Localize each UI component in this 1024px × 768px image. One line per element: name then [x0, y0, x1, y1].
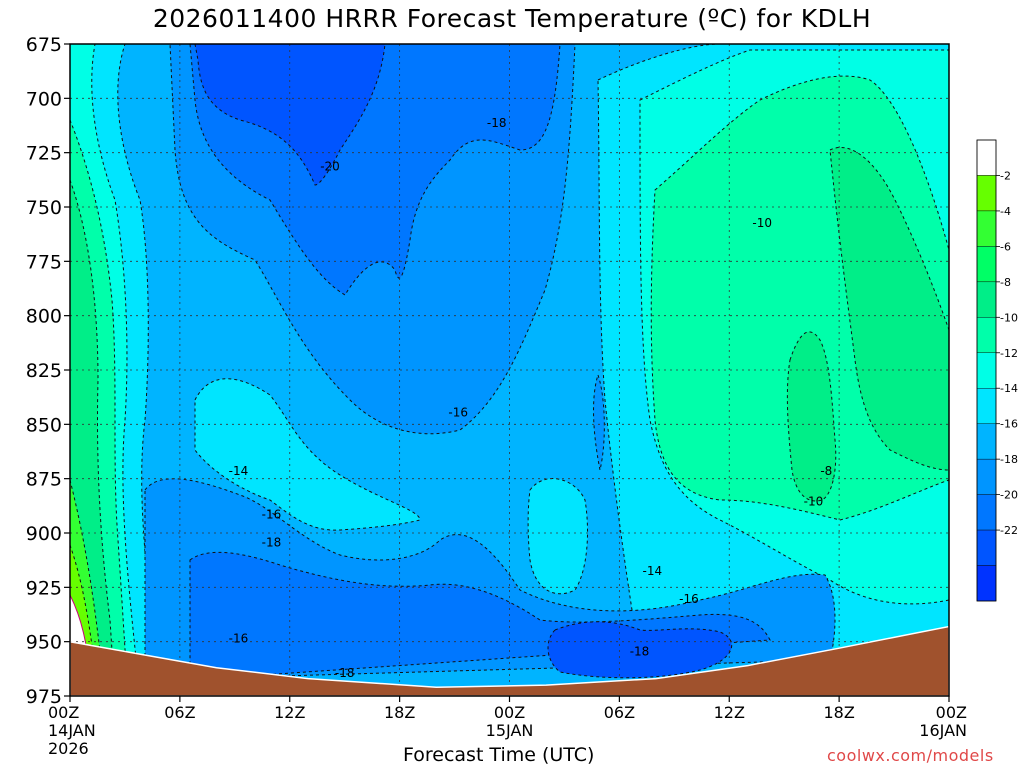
x-tick-label: 00Z — [494, 703, 525, 722]
contour-label: -10 — [804, 494, 824, 508]
x-tick-date: 15JAN — [486, 721, 534, 740]
colorbar-label: -16 — [1000, 418, 1018, 431]
y-tick-label: 725 — [26, 143, 62, 165]
band-warm-mid-14 — [194, 378, 421, 531]
colorbar-cell — [976, 458, 997, 495]
credit-text: coolwx.com/models — [827, 746, 994, 765]
colorbar-cell — [976, 281, 997, 318]
colorbar-label: -2 — [1000, 169, 1011, 182]
contour-labels: -20 -18 -10 -16 -14 -16 -18 -14 -16 -16 -18 -18 -8 -1… — [229, 116, 833, 680]
contour-label: -18 — [630, 644, 650, 658]
contour-label: -20 — [320, 160, 340, 174]
band-warm-mid-14b — [527, 478, 589, 595]
y-tick-label: 750 — [26, 197, 62, 219]
colorbar: -2 -4 -6 -8 -10 -12 -14 -16 -18 -20 -22 — [976, 139, 1018, 602]
x-tick-label: 12Z — [274, 703, 305, 722]
y-tick-label: 825 — [26, 360, 62, 382]
colorbar-frame — [976, 139, 997, 602]
contour-label: -10 — [752, 216, 772, 230]
colorbar-cell — [976, 139, 997, 176]
y-tick-label: 700 — [26, 88, 62, 110]
y-tick-label: 800 — [26, 306, 62, 328]
x-axis-label: Forecast Time (UTC) — [403, 744, 595, 766]
colorbar-label: -12 — [1000, 347, 1018, 360]
colorbar-cell — [976, 388, 997, 424]
colorbar-cell — [976, 494, 997, 531]
colorbar-cell — [976, 210, 997, 247]
colorbar-cell — [976, 317, 997, 353]
colorbar-cell — [976, 175, 997, 212]
contour-label: -14 — [229, 464, 249, 478]
x-tick-label: 12Z — [714, 703, 745, 722]
colorbar-cell — [976, 352, 997, 389]
band-cold-low-20 — [547, 621, 732, 679]
colorbar-label: -22 — [1000, 524, 1018, 537]
contour-label: -18 — [335, 666, 355, 680]
band-cold-streak — [593, 373, 605, 471]
colorbar-label: -20 — [1000, 489, 1018, 502]
x-tick-label: 00Z — [936, 703, 967, 722]
chart-title: 2026011400 HRRR Forecast Temperature (ºC… — [152, 4, 872, 33]
x-tick-label: 00Z — [48, 703, 79, 722]
y-axis: 675 700 725 750 775 800 825 850 875 900 925 950 975 — [26, 34, 70, 708]
colorbar-cell — [976, 529, 997, 566]
colorbar-label: -4 — [1000, 205, 1011, 218]
y-tick-label: 950 — [26, 632, 62, 654]
y-tick-label: 875 — [26, 469, 62, 491]
contour-label: -16 — [229, 631, 249, 645]
contour-label: -8 — [820, 464, 832, 478]
colorbar-label: -18 — [1000, 453, 1018, 466]
colorbar-label: -8 — [1000, 276, 1011, 289]
y-tick-label: 675 — [26, 34, 62, 56]
contour-label: -16 — [679, 592, 699, 606]
colorbar-label: -6 — [1000, 240, 1011, 253]
colorbar-label: -14 — [1000, 382, 1018, 395]
y-tick-label: 975 — [26, 686, 62, 708]
contour-label: -18 — [262, 536, 282, 550]
contour-label: -14 — [643, 564, 663, 578]
x-tick-year: 2026 — [48, 739, 89, 758]
y-tick-label: 850 — [26, 414, 62, 436]
x-tick-label: 18Z — [823, 703, 854, 722]
y-tick-label: 775 — [26, 251, 62, 273]
x-tick-date: 14JAN — [48, 721, 96, 740]
colorbar-cell — [976, 246, 997, 283]
x-tick-label: 06Z — [604, 703, 635, 722]
x-tick-label: 06Z — [164, 703, 195, 722]
x-tick-label: 18Z — [384, 703, 415, 722]
x-tick-date: 16JAN — [919, 721, 967, 740]
y-tick-label: 925 — [26, 577, 62, 599]
band-warm-right-8b — [829, 147, 949, 471]
y-tick-label: 900 — [26, 523, 62, 545]
colorbar-cell — [976, 565, 997, 602]
colorbar-label: -10 — [1000, 311, 1018, 324]
contour-label: -18 — [487, 116, 507, 130]
band-warm-right-8 — [786, 331, 837, 502]
band-cold-upper-22 — [194, 44, 386, 186]
contour-label: -16 — [262, 507, 282, 521]
contour-label: -16 — [448, 405, 468, 419]
colorbar-cell — [976, 423, 997, 460]
